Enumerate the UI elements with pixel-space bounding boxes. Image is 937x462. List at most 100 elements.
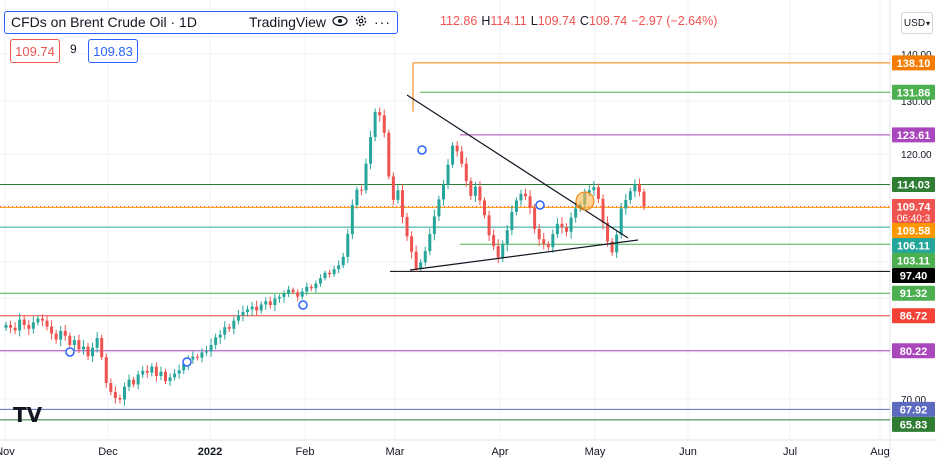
candle (273, 294, 277, 311)
candle (259, 301, 263, 314)
candle (305, 282, 309, 296)
bid-button[interactable]: 109.74 (10, 39, 60, 63)
tradingview-logo: TV (13, 403, 43, 427)
candle (18, 313, 22, 337)
symbol-title-box[interactable]: CFDs on Brent Crude Oil · 1D TradingView… (4, 10, 398, 34)
level-price-label: 138.10 (892, 55, 935, 71)
ask-button[interactable]: 109.83 (88, 39, 138, 63)
open-value: 112.86 (440, 14, 478, 28)
candle (59, 326, 63, 347)
candle (610, 238, 614, 256)
countdown: 06:40:3 (897, 213, 931, 224)
candle (423, 246, 427, 266)
candles (4, 107, 646, 406)
candle (200, 348, 204, 363)
candle (36, 315, 40, 326)
candle (122, 382, 126, 406)
candle (387, 129, 391, 180)
candle (127, 374, 131, 392)
event-marker (535, 200, 545, 210)
candle (241, 305, 245, 322)
candle (118, 394, 122, 404)
currency-selector[interactable]: USD ▾ (901, 12, 933, 34)
candle (524, 188, 528, 200)
time-label: May (585, 446, 606, 458)
candle (451, 142, 455, 168)
close-value: 109.74 (588, 14, 628, 28)
candle (441, 180, 445, 206)
ascending-trendline (409, 239, 639, 271)
candle (236, 309, 240, 325)
candle (373, 108, 377, 142)
time-label: Mar (386, 446, 405, 458)
candle (619, 202, 623, 239)
more-icon[interactable]: ··· (374, 14, 391, 30)
candle (555, 218, 559, 239)
candle (473, 182, 477, 202)
candle (615, 230, 619, 259)
candle (300, 287, 304, 300)
level-price-label: 131.86 (892, 84, 935, 100)
candle (464, 157, 468, 187)
svg-text:86.72: 86.72 (900, 311, 928, 323)
time-axis: Nov Dec 2022 Feb Mar Apr May Jun Jul Aug (0, 446, 890, 458)
low-value: 109.74 (537, 14, 576, 28)
level-price-label: 109.58 (892, 222, 935, 238)
candle (487, 210, 491, 241)
candle (606, 216, 610, 247)
candle (346, 228, 350, 264)
level-price-label: 80.22 (892, 343, 935, 359)
candle (519, 189, 523, 206)
candle (164, 368, 167, 384)
chart-legend: CFDs on Brent Crude Oil · 1D TradingView… (4, 10, 398, 34)
candle (455, 141, 459, 157)
candle (54, 329, 58, 344)
level-price-label: 106.11 (892, 237, 935, 253)
eye-icon[interactable] (332, 14, 348, 30)
candle (154, 362, 158, 382)
candle (95, 332, 99, 353)
candle (382, 109, 386, 138)
candle (296, 289, 300, 302)
event-marker (65, 347, 75, 357)
candle (410, 231, 414, 259)
candle (50, 320, 54, 340)
candle (369, 130, 373, 170)
time-label: Jul (783, 446, 797, 458)
candle (255, 300, 259, 316)
candle (496, 239, 500, 264)
candle (414, 245, 418, 272)
candle (77, 334, 81, 353)
candle (364, 158, 368, 194)
level-lines (0, 62, 890, 421)
candle (9, 320, 13, 334)
candle (405, 212, 409, 241)
candle (86, 342, 90, 360)
candle (378, 107, 382, 122)
svg-text:109.58: 109.58 (897, 225, 931, 237)
candle (469, 177, 473, 200)
candle (341, 252, 345, 269)
high-value: 114.11 (490, 14, 527, 28)
time-label: Jun (679, 446, 697, 458)
level-price-label: 86.72 (892, 308, 935, 324)
candle (314, 280, 318, 293)
candle (232, 316, 236, 335)
change-value: −2.97 (−2.64%) (631, 14, 718, 28)
chevron-down-icon: ▾ (926, 18, 931, 28)
event-marker (417, 145, 427, 155)
candle (141, 366, 145, 378)
candle (68, 332, 72, 349)
svg-text:65.83: 65.83 (900, 419, 928, 431)
candle (528, 190, 532, 215)
candle (510, 205, 514, 236)
level-price-label: 97.40 (892, 267, 935, 283)
gear-icon[interactable] (354, 14, 368, 31)
candle (574, 202, 578, 223)
price-tick: 70.00 (901, 395, 926, 406)
candle (391, 172, 395, 205)
candle (104, 353, 108, 388)
candle (478, 181, 482, 205)
